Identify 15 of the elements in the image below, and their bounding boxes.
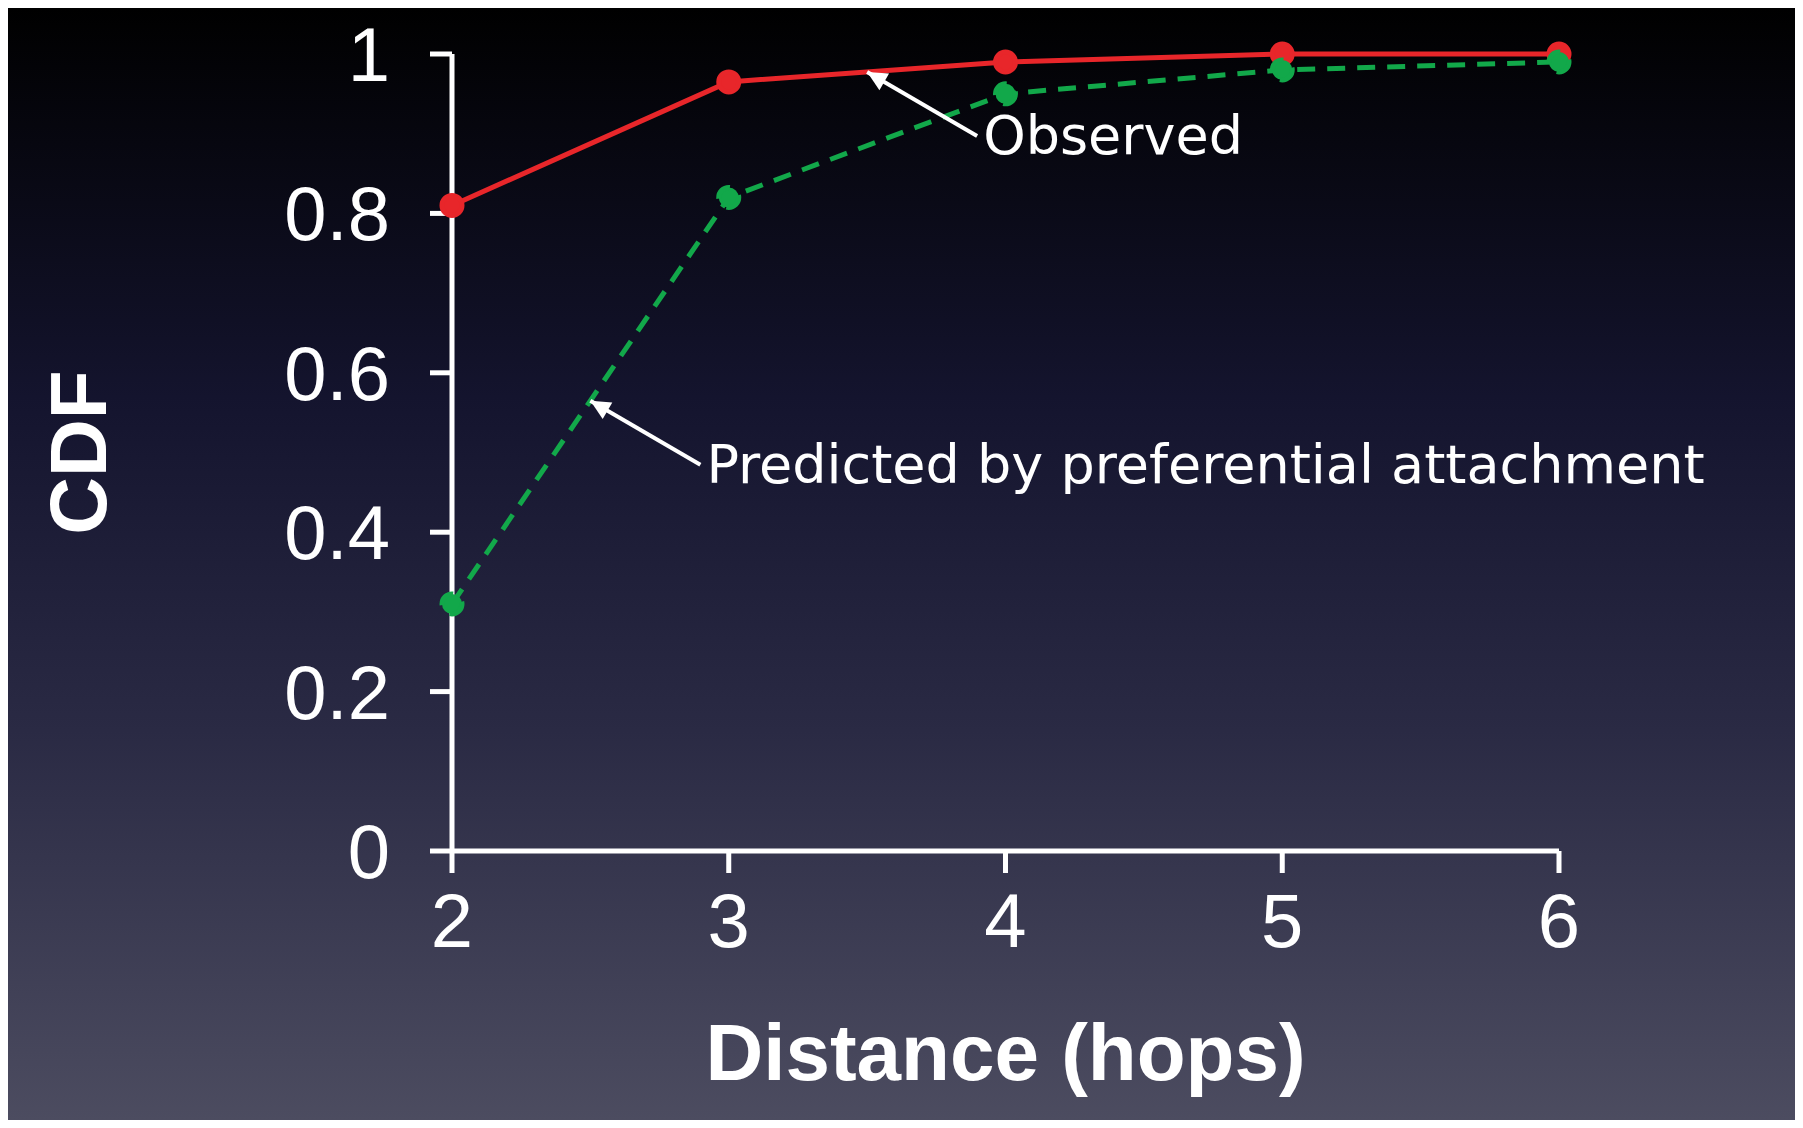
y-tick-label: 0 <box>347 808 390 894</box>
x-tick-label: 2 <box>430 877 474 963</box>
y-tick-label: 0.4 <box>284 490 390 576</box>
x-tick-label: 6 <box>1537 877 1581 963</box>
annotation: Observed <box>983 103 1243 167</box>
y-tick-label: 0.2 <box>284 649 390 735</box>
y-tick-label: 0.8 <box>284 171 390 257</box>
x-tick-label: 5 <box>1261 877 1304 963</box>
x-tick-label: 4 <box>984 877 1027 963</box>
y-tick-label: 0.6 <box>284 330 390 416</box>
annotation: Predicted by preferential attachment <box>706 432 1705 496</box>
x-tick-label: 3 <box>707 877 750 963</box>
y-tick-label: 1 <box>347 11 390 97</box>
x-axis-title: Distance (hops) <box>705 1008 1306 1097</box>
y-axis-title: CDF <box>34 370 124 535</box>
